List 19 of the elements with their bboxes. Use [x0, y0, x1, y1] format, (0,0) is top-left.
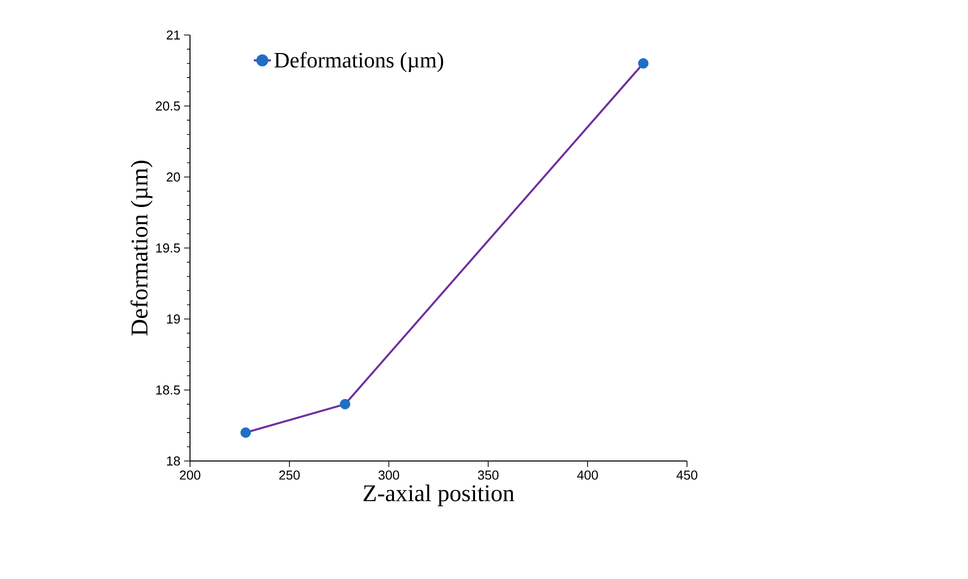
y-tick-label: 20 — [166, 172, 180, 182]
legend-label: Deformations (µm) — [274, 52, 444, 72]
y-tick-label: 19.5 — [156, 243, 180, 253]
x-tick-label: 400 — [577, 470, 598, 480]
x-tick-label: 350 — [478, 470, 499, 480]
x-tick-label: 200 — [180, 470, 200, 480]
point — [340, 398, 350, 410]
x-tick-label: 300 — [378, 470, 400, 480]
y-axis-title: Deformation (µm) — [130, 160, 152, 336]
y-tick-label: 18 — [167, 456, 180, 466]
x-tick-label: 450 — [676, 470, 698, 480]
y-tick-label: 21 — [166, 30, 180, 40]
y-tick-label: 18.5 — [156, 385, 180, 395]
point — [638, 58, 648, 69]
x-tick-label: 250 — [279, 470, 300, 480]
x-axis-title: Z-axial position — [364, 484, 514, 506]
point — [240, 427, 251, 438]
y-tick-label: 20.5 — [156, 101, 180, 111]
y-tick-label: 19 — [167, 314, 180, 324]
